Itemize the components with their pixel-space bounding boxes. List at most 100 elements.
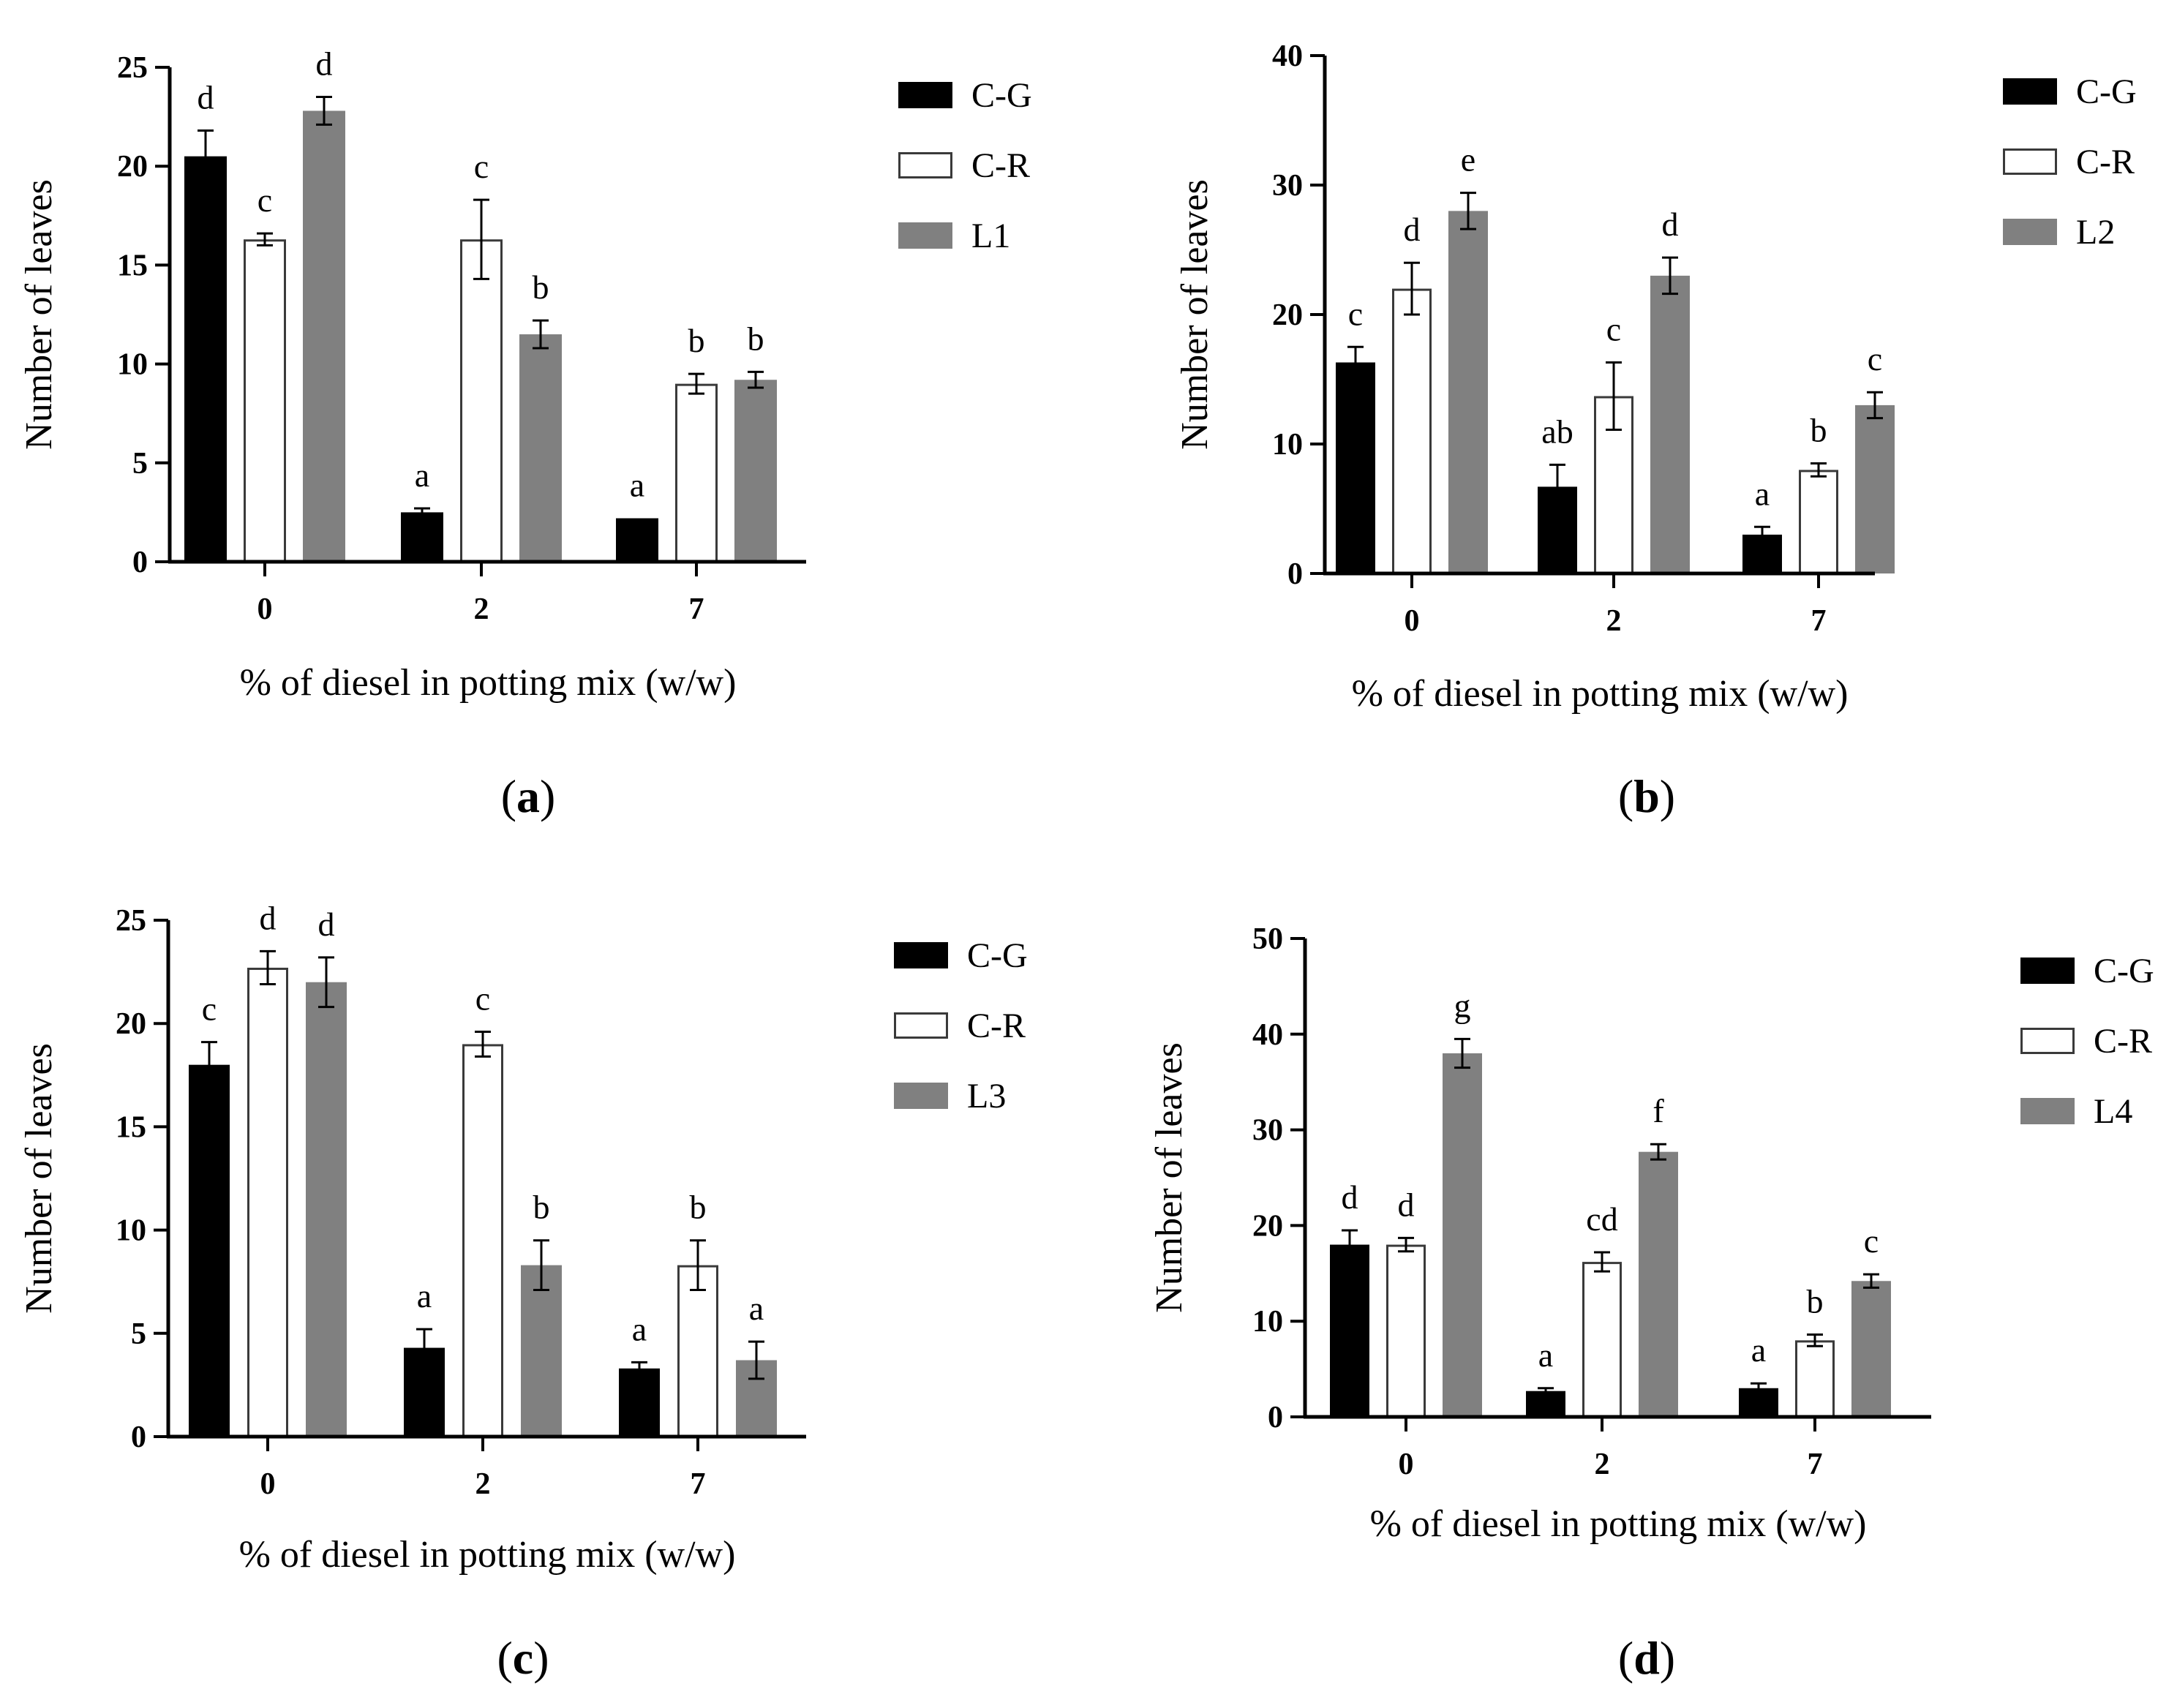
legend-swatch-c-r (898, 152, 952, 178)
x-tick-label: 2 (475, 1467, 491, 1501)
bar-c-r-0 (1392, 288, 1432, 575)
bar-l4-0 (1443, 1053, 1482, 1417)
significance-letter: d (318, 906, 335, 943)
y-tick-label: 25 (117, 51, 148, 85)
y-tick-label: 25 (116, 904, 146, 938)
bar-l1-7 (734, 380, 777, 562)
significance-letter: c (257, 181, 272, 219)
significance-letter: ab (1541, 413, 1573, 450)
y-tick-label: 0 (131, 1421, 146, 1454)
bar-c-r-2 (462, 1044, 503, 1438)
x-tick-label: 2 (1606, 604, 1622, 638)
panel-label: (a) (501, 770, 556, 822)
legend-swatch-l3 (894, 1083, 948, 1109)
significance-letter: c (1348, 295, 1363, 332)
bar-c-r-7 (1799, 470, 1838, 575)
significance-letter: c (1868, 340, 1882, 377)
legend-swatch-l4 (2020, 1098, 2075, 1124)
y-axis-title: Number of leaves (18, 179, 60, 450)
x-axis-title: % of diesel in potting mix (w/w) (240, 662, 737, 704)
bar-c-r-0 (1386, 1244, 1426, 1418)
legend-swatch-c-g (2003, 78, 2057, 105)
y-tick-label: 5 (132, 447, 148, 481)
x-tick-label: 7 (689, 592, 704, 626)
significance-letter: d (1662, 206, 1679, 243)
significance-letter: e (1461, 141, 1475, 178)
bar-c-r-2 (460, 239, 503, 563)
y-tick-label: 40 (1272, 39, 1303, 73)
x-tick-label: 2 (1595, 1448, 1610, 1481)
bar-l3-0 (306, 982, 347, 1437)
chart-panel-c: c a a d c b d b a 0 5 10 15 20 25 0 2 7 % of diesel in pot… (18, 899, 1028, 1684)
bar-c-g-7 (616, 518, 658, 562)
significance-letter: d (198, 79, 214, 116)
significance-letter: cd (1586, 1200, 1617, 1238)
significance-letter: b (748, 320, 764, 357)
panel-label: (b) (1618, 770, 1675, 822)
bar-c-r-2 (1582, 1262, 1622, 1418)
bar-c-r-0 (247, 967, 288, 1438)
y-tick-label: 0 (132, 546, 148, 579)
bar-l3-2 (521, 1265, 562, 1437)
legend-swatch-c-r (894, 1012, 948, 1039)
y-tick-label: 15 (117, 249, 148, 282)
bar-c-r-7 (677, 1265, 718, 1438)
y-axis-title: Number of leaves (1174, 179, 1216, 450)
bar-l1-0 (303, 110, 345, 562)
legend-label-l4: L4 (2094, 1092, 2132, 1131)
y-tick-label: 20 (1252, 1209, 1283, 1243)
significance-letter: c (474, 148, 489, 185)
legend-swatch-c-g (898, 82, 952, 108)
bar-c-g-0 (184, 156, 227, 562)
legend-label-c-g: C-G (2076, 72, 2137, 111)
legend-swatch-c-r (2020, 1028, 2075, 1054)
significance-letter: c (1606, 310, 1621, 347)
y-tick-label: 10 (117, 348, 148, 382)
x-axis-title: % of diesel in potting mix (w/w) (1370, 1503, 1867, 1545)
significance-letter: f (1653, 1092, 1664, 1129)
significance-letter: a (630, 467, 644, 504)
y-tick-label: 0 (1287, 557, 1303, 591)
bar-c-g-0 (189, 1064, 230, 1437)
significance-letter: a (1751, 1331, 1766, 1369)
bar-l4-2 (1639, 1151, 1678, 1417)
y-tick-label: 50 (1252, 922, 1283, 956)
y-tick-label: 0 (1268, 1401, 1283, 1434)
significance-letter: b (1807, 1283, 1824, 1320)
bar-c-g-2 (1526, 1391, 1565, 1417)
bar-c-g-7 (619, 1368, 660, 1437)
legend-label-l3: L3 (967, 1077, 1006, 1116)
significance-letter: d (1342, 1178, 1358, 1216)
bar-c-g-0 (1330, 1244, 1369, 1417)
significance-letter: d (1404, 211, 1421, 248)
y-axis-title: Number of leaves (1148, 1042, 1190, 1313)
significance-letter: b (533, 1189, 550, 1226)
bar-l2-2 (1650, 275, 1690, 573)
x-axis-title: % of diesel in potting mix (w/w) (239, 1534, 736, 1576)
significance-letter: b (1811, 412, 1827, 449)
bar-l1-2 (519, 334, 562, 562)
chart-panel-b: c ab a d c b e d c 0 10 20 30 40 0 2 7 % of diesel in pot… (1174, 39, 2137, 822)
legend-label-c-r: C-R (2094, 1022, 2152, 1061)
y-tick-label: 15 (116, 1110, 146, 1144)
bar-c-r-7 (675, 383, 718, 563)
significance-letter: a (417, 1277, 432, 1314)
legend-swatch-c-g (2020, 958, 2075, 984)
bar-l2-0 (1448, 211, 1488, 573)
bar-c-r-0 (244, 239, 286, 563)
y-tick-label: 30 (1252, 1114, 1283, 1148)
legend-label-c-r: C-R (967, 1007, 1026, 1045)
panel-label: (d) (1618, 1632, 1675, 1684)
x-axis-title: % of diesel in potting mix (w/w) (1352, 673, 1849, 715)
legend-label-c-r: C-R (2076, 143, 2135, 181)
y-tick-label: 10 (116, 1214, 146, 1248)
legend-swatch-l1 (898, 222, 952, 249)
bar-l2-7 (1855, 405, 1895, 573)
x-tick-label: 7 (691, 1467, 706, 1501)
significance-letter: d (1398, 1186, 1415, 1223)
significance-letter: a (1538, 1336, 1553, 1374)
significance-letter: c (1864, 1222, 1879, 1260)
significance-letter: b (533, 268, 549, 306)
bar-c-g-2 (401, 512, 443, 562)
